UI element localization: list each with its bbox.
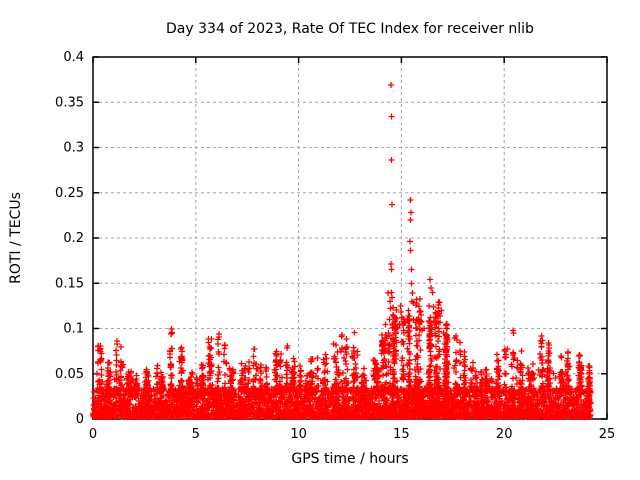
y-tick-label: 0.1: [63, 322, 84, 337]
y-tick-label: 0.3: [63, 141, 84, 156]
y-tick-label: 0.4: [63, 50, 84, 65]
tick-labels: 0 5 10 15 20 25 0 0.05 0.1 0.15 0.2 0.25 0.3 0.35 0.4: [55, 50, 615, 442]
x-axis-label: GPS time / hours: [291, 451, 408, 467]
y-tick-label: 0.2: [63, 231, 84, 246]
x-tick-label: 5: [192, 427, 200, 442]
x-tick-label: 25: [599, 427, 616, 442]
y-tick-label: 0.05: [55, 367, 84, 382]
x-tick-label: 10: [290, 427, 307, 442]
y-axis-label: ROTI / TECUs: [8, 192, 24, 284]
y-tick-label: 0.15: [55, 276, 84, 291]
scatter-outlier-points: [385, 82, 450, 336]
y-tick-label: 0: [76, 412, 84, 427]
chart-title: Day 334 of 2023, Rate Of TEC Index for r…: [166, 21, 534, 37]
y-tick-label: 0.35: [55, 95, 84, 110]
x-tick-label: 20: [496, 427, 513, 442]
x-tick-label: 15: [393, 427, 410, 442]
y-tick-label: 0.25: [55, 186, 84, 201]
x-tick-label: 0: [89, 427, 97, 442]
scatter-points: [90, 296, 594, 420]
